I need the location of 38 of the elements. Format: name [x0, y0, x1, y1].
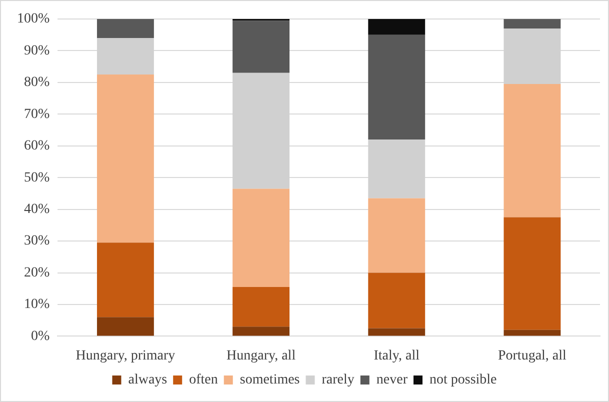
bar: [96, 242, 154, 318]
bar: [504, 330, 561, 336]
x-tick-label: Italy, all: [374, 348, 420, 364]
y-tick-label: 0%: [30, 328, 50, 344]
y-tick-label: 80%: [24, 75, 50, 90]
legend-label: not possible: [429, 372, 497, 388]
bar: [504, 217, 561, 330]
bar: [96, 74, 154, 243]
x-tick-label: Hungary, primary: [76, 348, 176, 364]
legend-label: often: [189, 372, 218, 388]
y-tick-label: 10%: [24, 297, 50, 312]
bar: [232, 20, 290, 73]
legend-label: sometimes: [240, 372, 300, 388]
y-tick-label: 70%: [24, 106, 50, 122]
y-tick-label: 40%: [24, 202, 50, 217]
bar: [232, 326, 290, 336]
bar: [368, 19, 426, 35]
y-tick-label: 90%: [24, 43, 50, 58]
y-tick-label: 60%: [24, 138, 50, 154]
bar: [368, 328, 426, 336]
bar: [232, 188, 290, 288]
bar: [368, 272, 426, 328]
legend-label: never: [376, 372, 408, 388]
y-tick-label: 50%: [24, 170, 50, 186]
bar: [96, 19, 154, 38]
bar: [96, 317, 154, 336]
x-tick-label: Hungary, all: [226, 348, 296, 364]
y-tick-label: 100%: [16, 12, 50, 27]
y-tick-label: 20%: [24, 265, 50, 280]
legend-label: always: [128, 372, 168, 388]
y-tick-label: 30%: [24, 234, 50, 249]
bar: [368, 34, 426, 140]
bar: [232, 287, 290, 327]
x-tick-label: Portugal, all: [498, 348, 567, 364]
bar: [504, 84, 561, 218]
legend-label: rarely: [322, 372, 354, 388]
bar: [368, 198, 426, 273]
bar: [504, 19, 561, 29]
